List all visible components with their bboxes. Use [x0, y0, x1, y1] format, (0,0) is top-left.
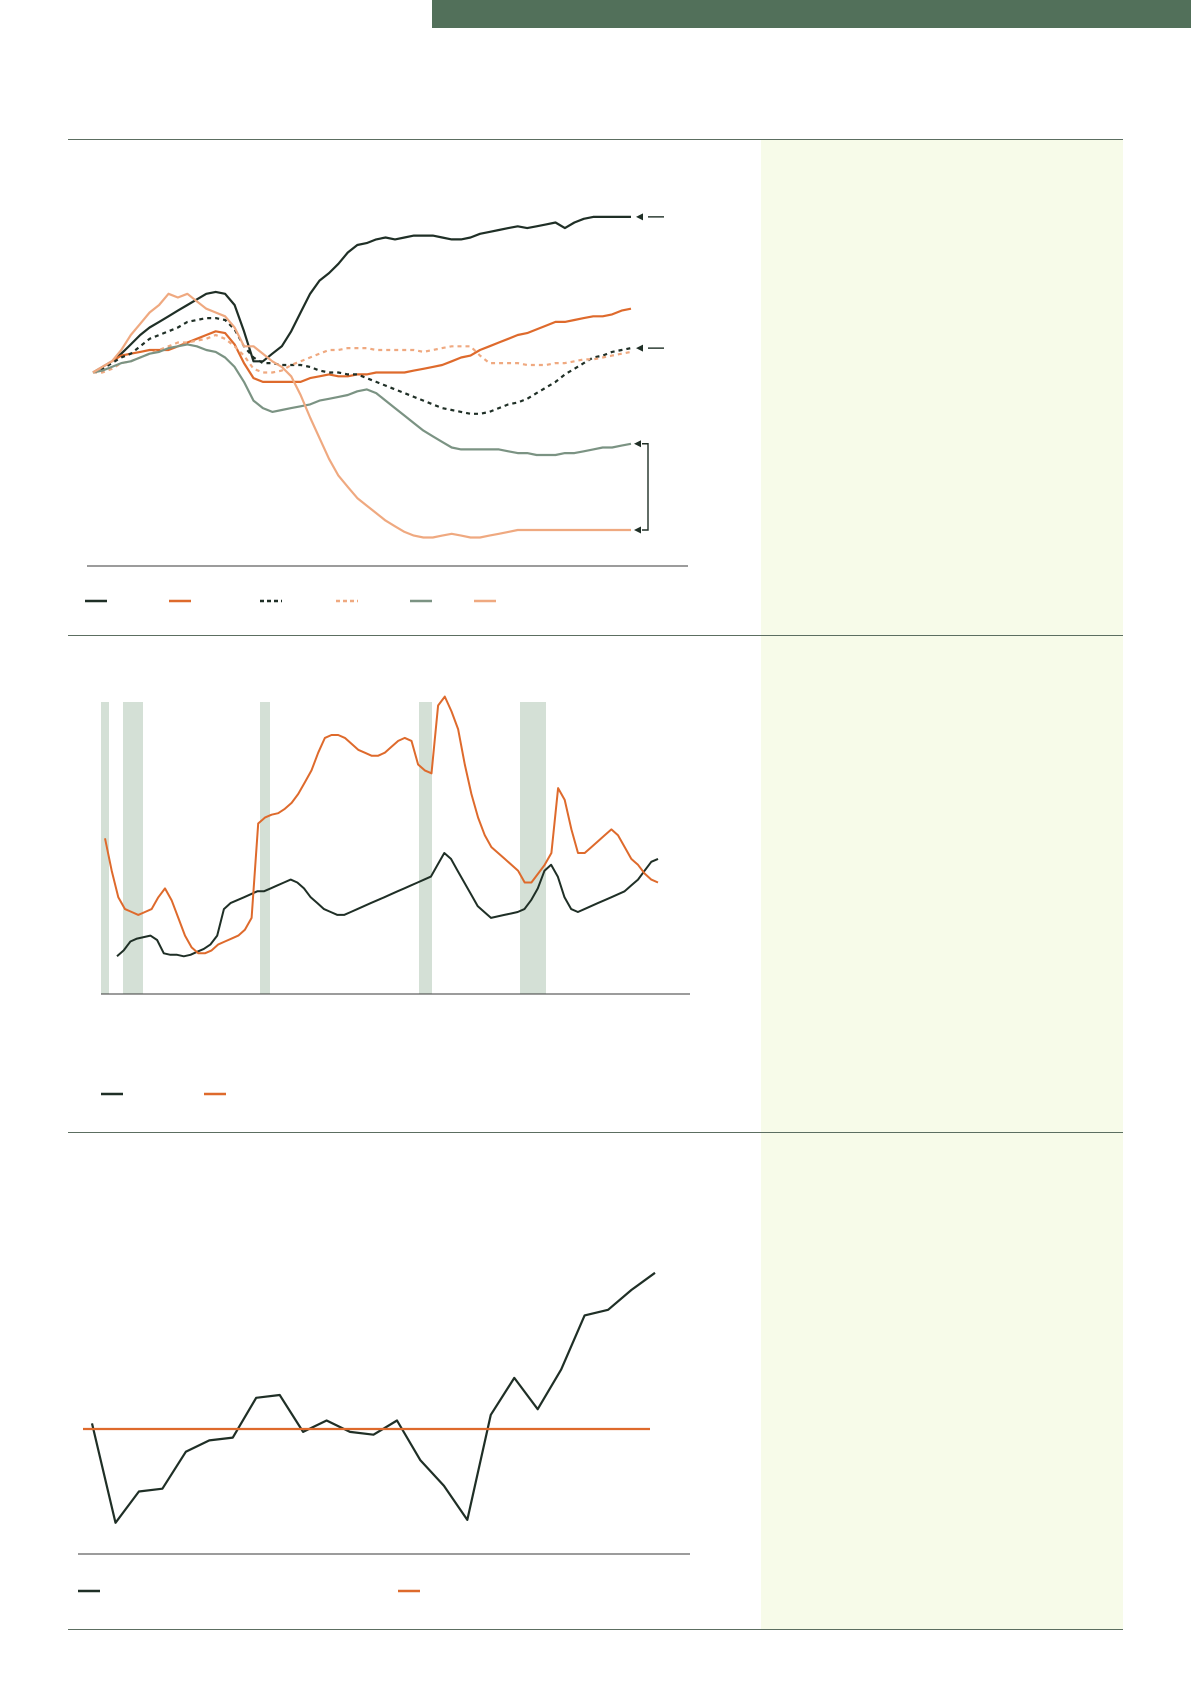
gap-arrowhead-top	[634, 440, 641, 448]
chart-2	[101, 695, 690, 1096]
sidebar-panel-2	[761, 636, 1123, 1132]
series-line-1	[90, 1271, 656, 1524]
gap-arrowhead-bottom	[634, 526, 641, 534]
recession-band-4	[419, 702, 432, 994]
series-line-6	[92, 292, 631, 539]
series-line-2	[104, 695, 659, 955]
recession-band-1	[101, 702, 109, 994]
series-line-2	[92, 307, 632, 383]
recession-band-5	[520, 702, 546, 994]
chart-1	[85, 213, 688, 603]
series-line-4	[93, 333, 632, 374]
series-line-3	[92, 317, 632, 415]
end-arrowhead-1	[636, 213, 643, 221]
top-banner	[432, 0, 1191, 28]
series-line-5	[92, 343, 632, 457]
recession-band-2	[123, 702, 143, 994]
frame-divider-2	[68, 1132, 1123, 1133]
frame-top-border	[68, 139, 1123, 140]
sidebar-panel-1	[761, 140, 1123, 635]
frame-divider-1	[68, 635, 1123, 636]
end-arrowhead-2	[636, 344, 643, 352]
series-line-1	[116, 852, 659, 958]
chart-3	[78, 1271, 690, 1593]
gap-bracket	[642, 443, 649, 531]
sidebar-panel-3	[761, 1133, 1123, 1629]
series-line-1	[92, 215, 631, 374]
frame-bottom-border	[68, 1629, 1123, 1630]
recession-band-3	[260, 702, 270, 994]
